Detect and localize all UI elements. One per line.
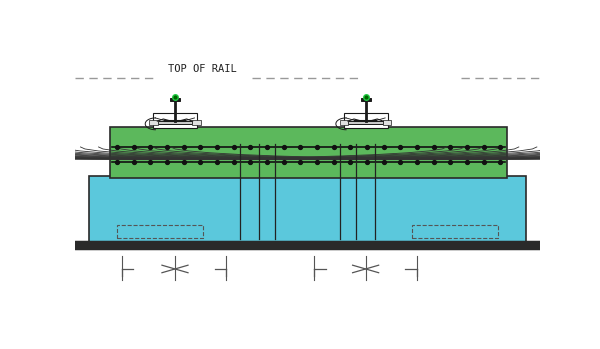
Bar [110, 127, 508, 178]
Bar [170, 98, 180, 101]
Bar [383, 120, 391, 125]
Bar [361, 98, 371, 101]
Bar [89, 176, 526, 242]
Bar [158, 121, 193, 124]
Bar [153, 113, 197, 128]
Bar [75, 241, 540, 249]
Bar [340, 120, 348, 125]
Bar [117, 225, 203, 238]
Bar [412, 225, 498, 238]
Bar [344, 113, 388, 128]
Text: TOP OF RAIL: TOP OF RAIL [169, 64, 237, 74]
Bar [149, 120, 158, 125]
Bar [193, 120, 201, 125]
Bar [348, 121, 383, 124]
